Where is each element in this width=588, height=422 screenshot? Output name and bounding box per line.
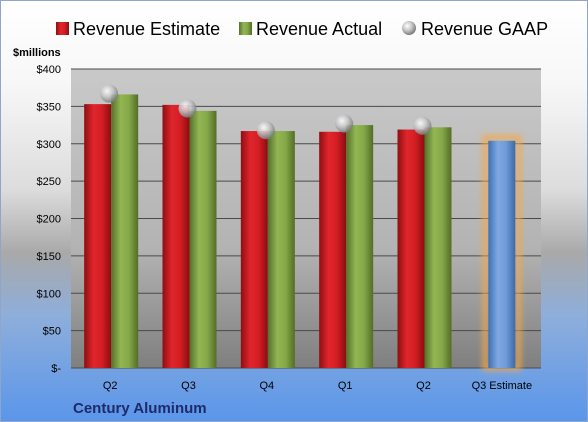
- legend-marker-revenue-estimate: [56, 22, 69, 35]
- y-tick-label: $100: [37, 288, 61, 300]
- bar-revenue-actual: [346, 125, 374, 368]
- y-axis: $- $50 $100 $150 $200 $250 $300 $350 $400: [37, 64, 62, 375]
- marker-revenue-gaap: [413, 116, 432, 135]
- legend: Revenue Estimate Revenue Actual Revenue …: [56, 19, 548, 39]
- company-name: Century Aluminum: [73, 400, 207, 417]
- legend-marker-revenue-actual: [239, 22, 252, 35]
- bar-revenue-actual: [267, 131, 295, 368]
- legend-label-revenue-actual: Revenue Actual: [256, 19, 382, 39]
- bar-q3-estimate: [488, 140, 516, 368]
- y-tick-label: $300: [37, 139, 61, 151]
- bar-revenue-actual: [424, 127, 452, 369]
- marker-revenue-gaap: [100, 84, 119, 103]
- bar-revenue-estimate: [397, 129, 425, 368]
- bar-revenue-estimate: [240, 131, 268, 368]
- marker-revenue-gaap: [178, 99, 197, 118]
- y-tick-label: $400: [37, 64, 61, 76]
- legend-marker-revenue-gaap: [402, 21, 416, 35]
- legend-label-revenue-estimate: Revenue Estimate: [73, 19, 220, 39]
- y-tick-label: $250: [37, 176, 61, 188]
- x-tick-label: Q4: [259, 380, 274, 392]
- y-tick-label: $150: [37, 251, 61, 263]
- y-tick-label: $200: [37, 214, 61, 226]
- gridlines: [71, 68, 541, 369]
- x-tick-label: Q1: [338, 380, 353, 392]
- y-unit-label: $millions: [13, 47, 61, 59]
- bar-revenue-actual: [189, 110, 217, 369]
- y-tick-label: $50: [43, 326, 61, 338]
- bars: [84, 94, 516, 369]
- legend-label-revenue-gaap: Revenue GAAP: [421, 19, 548, 39]
- x-tick-label: Q2: [416, 380, 431, 392]
- x-tick-label: Q3: [181, 380, 196, 392]
- marker-revenue-gaap: [335, 114, 354, 133]
- y-tick-label: $-: [51, 363, 61, 375]
- bar-revenue-estimate: [84, 104, 112, 368]
- bar-revenue-estimate: [319, 131, 347, 368]
- bar-revenue-estimate: [162, 104, 190, 368]
- y-tick-label: $350: [37, 101, 61, 113]
- bar-revenue-actual: [111, 94, 139, 368]
- marker-revenue-gaap: [256, 121, 275, 140]
- x-tick-label: Q2: [103, 380, 118, 392]
- gaap-markers: [100, 84, 432, 140]
- x-tick-label: Q3 Estimate: [472, 380, 533, 392]
- x-axis: Q2 Q3 Q4 Q1 Q2 Q3 Estimate: [103, 380, 532, 392]
